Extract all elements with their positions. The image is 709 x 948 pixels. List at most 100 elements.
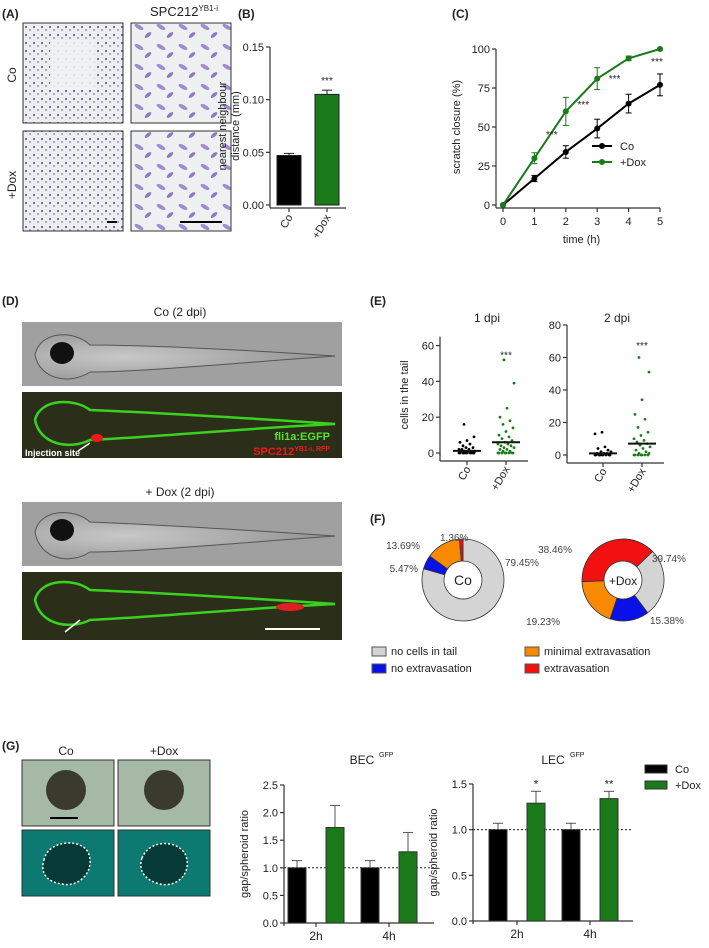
chart-e1-y-tick-label: 20 [422,412,434,424]
chart-g2-y-tick-label: 0.5 [452,870,467,882]
data-point [634,448,638,452]
chart-e2-x-tick-label: Co [592,467,609,485]
significance-label: *** [321,76,333,87]
data-point [458,440,462,444]
data-point [512,446,516,450]
legend-label: minimal extravasation [544,646,650,658]
donut-percent-label: 79.45% [505,558,539,569]
chart-g2-y-tick-label: 1.5 [452,779,467,791]
legend-label-+Dox: +Dox [620,157,646,169]
significance-label: *** [500,351,512,362]
legend-swatch [644,764,668,774]
data-point [632,437,636,441]
data-point [497,433,501,437]
data-point [637,356,641,359]
chart-c-y-tick-label: 25 [478,161,490,173]
point-Co [594,125,601,132]
donut-slice-no-cells-in-tail [421,538,505,622]
legend-marker [599,143,605,149]
bar-+Dox-2h [325,827,345,924]
data-point [643,417,647,421]
chart-b-y-tick-label: 0.15 [243,42,264,54]
point-Co [562,148,569,155]
donut-slice-extravasation [458,538,464,562]
data-point [640,398,644,402]
bar-Co-4h [360,867,380,924]
chart-c-x-tick-label: 3 [594,216,600,228]
col-label-co: Co [58,744,74,758]
data-point [508,449,512,453]
chart-c-y-tick-label: 0 [484,200,490,212]
arrow-icon [77,442,91,452]
data-point [637,451,641,455]
donut-center-label: Co [454,572,472,588]
legend-label: no cells in tail [391,646,457,658]
data-point [472,435,476,439]
data-point [465,439,469,442]
chart-e2-y-tick-label: 80 [549,320,561,332]
chart-g1-x-tick-label: 4h [382,929,395,943]
chart-g2-y-tick-label: 1.0 [452,825,467,837]
donut-percent-label: 1.36% [440,533,468,544]
panel-label-f: (F) [370,512,385,526]
bar-Co [276,154,302,206]
point-+Dox [594,75,601,82]
row-label-co: Co [5,67,19,83]
significance-label: *** [577,100,589,111]
point-+Dox [562,108,569,115]
data-point [644,450,648,454]
panel-label-c: (C) [452,7,469,21]
chart-g1-title: BEC [350,753,375,767]
arrow-icon [64,619,81,633]
legend-swatch [644,780,668,790]
data-point [461,444,465,448]
chart-e2-y-tick-label: 0 [555,450,561,462]
data-point [510,439,514,442]
data-point [509,444,513,448]
donut-percent-label: 15.38% [650,616,684,627]
chart-e2-y-tick-label: 60 [549,353,561,365]
panel-label-a: (A) [2,7,19,21]
bar-+Dox-4h [599,798,619,922]
line-+Dox [502,48,661,206]
micrograph-gap [50,40,95,90]
chart-c-x-label: time (h) [563,234,600,246]
chart-e1-y-tick-label: 60 [422,341,434,353]
legend-swatch [371,663,387,674]
chart-g1-y-tick-label: 2.5 [263,780,278,792]
chart-c-y-tick-label: 75 [478,83,490,95]
chart-c-x-tick-label: 0 [500,216,506,228]
chart-e2-x-tick-label: +Dox [625,466,649,495]
chart-c-y-label: scratch closure (%) [451,80,463,174]
legend-swatch [371,646,387,657]
bar-+Dox [314,93,340,206]
data-point [496,442,500,446]
data-point [507,435,511,439]
donut-percent-label: 13.69% [386,541,420,552]
chart-g1-title-sup: GFP [379,752,394,759]
panel-label-b: (B) [238,7,255,21]
line-Co [502,84,661,206]
data-point [498,415,502,419]
data-point [502,446,506,450]
panel-label-d: (D) [2,294,19,308]
legend-label-Co: Co [675,764,689,776]
data-point [600,430,604,434]
data-point [501,449,505,453]
bar-Co-4h [561,829,581,922]
data-point [500,437,504,441]
chart-b-x-tick-label: Co [278,213,295,231]
zebrafish-co-title: Co (2 dpi) [154,305,207,319]
significance-label: ** [605,778,614,790]
donut-percent-label: 5.47% [390,564,418,575]
micrograph-dox-high [130,130,232,232]
donut-percent-label: 39.74% [652,554,686,565]
point-+Dox [657,46,663,52]
chart-g2-x-tick-label: 2h [510,927,523,941]
data-point [471,446,475,450]
chart-e1-y-tick-label: 40 [422,376,434,388]
chart-e2-y-tick-label: 40 [549,385,561,397]
chart-c-x-tick-label: 1 [531,216,537,228]
col-label-dox: +Dox [150,744,178,758]
bar-Co-2h [488,829,508,922]
